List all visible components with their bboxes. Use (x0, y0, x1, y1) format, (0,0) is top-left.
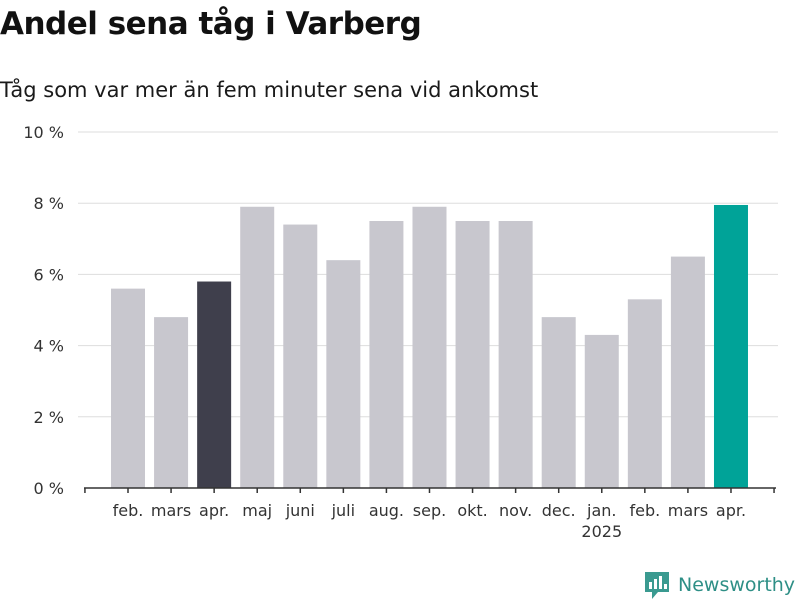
bar[interactable] (541, 317, 576, 488)
bar[interactable] (283, 224, 318, 488)
x-tick-label: apr. (716, 501, 746, 520)
x-tick-label: sep. (413, 501, 446, 520)
brand-name: Newsworthy (678, 574, 796, 596)
y-tick-label: 6 % (34, 265, 64, 284)
y-tick-label: 8 % (34, 194, 64, 213)
x-axis-labels: feb. mars apr. maj juni juli aug. sep. okt. nov. d… (113, 501, 746, 541)
bar[interactable] (455, 221, 490, 488)
bar-chart: 0 %2 %4 %6 %8 %10 % feb. mars apr. maj juni j… (23, 123, 778, 541)
newsworthy-logo-icon (645, 572, 669, 599)
x-tick-label: dec. (542, 501, 576, 520)
x-tick-label: maj (242, 501, 272, 520)
bar[interactable] (498, 221, 533, 488)
bar[interactable] (197, 281, 232, 488)
x-tick-label: feb. (113, 501, 144, 520)
bar[interactable] (584, 334, 619, 488)
bar[interactable] (670, 256, 705, 488)
x-tick-label: okt. (457, 501, 487, 520)
x-year-label: 2025 (581, 522, 622, 541)
y-tick-label: 10 % (23, 123, 64, 142)
bars (111, 204, 748, 489)
chart-title: Andel sena tåg i Varberg (0, 6, 422, 42)
bar[interactable] (240, 206, 275, 488)
bar[interactable] (412, 206, 447, 488)
bar[interactable] (369, 221, 404, 488)
x-tick-label: nov. (499, 501, 532, 520)
y-axis-labels: 0 % 2 % 4 % 6 % 8 % 10 % (23, 123, 64, 498)
bar[interactable] (111, 288, 145, 488)
x-tick-label: mars (151, 501, 191, 520)
x-tick-label: feb. (629, 501, 660, 520)
y-tick-label: 4 % (34, 337, 64, 356)
bar[interactable] (627, 299, 662, 488)
x-tick-label: aug. (369, 501, 404, 520)
x-tick-label: juni (285, 501, 315, 520)
x-tick-label: mars (668, 501, 708, 520)
newsworthy-brand[interactable]: Newsworthy (644, 570, 795, 600)
y-tick-label: 2 % (34, 408, 64, 427)
bar[interactable] (154, 317, 189, 488)
x-tick-label: apr. (199, 501, 229, 520)
x-tick-label: juli (331, 501, 355, 520)
bar[interactable] (713, 204, 748, 489)
x-axis (84, 487, 776, 493)
y-tick-label: 0 % (34, 479, 64, 498)
bar[interactable] (326, 260, 361, 488)
x-tick-label: jan. (586, 501, 616, 520)
chart-subtitle: Tåg som var mer än fem minuter sena vid … (0, 78, 539, 102)
